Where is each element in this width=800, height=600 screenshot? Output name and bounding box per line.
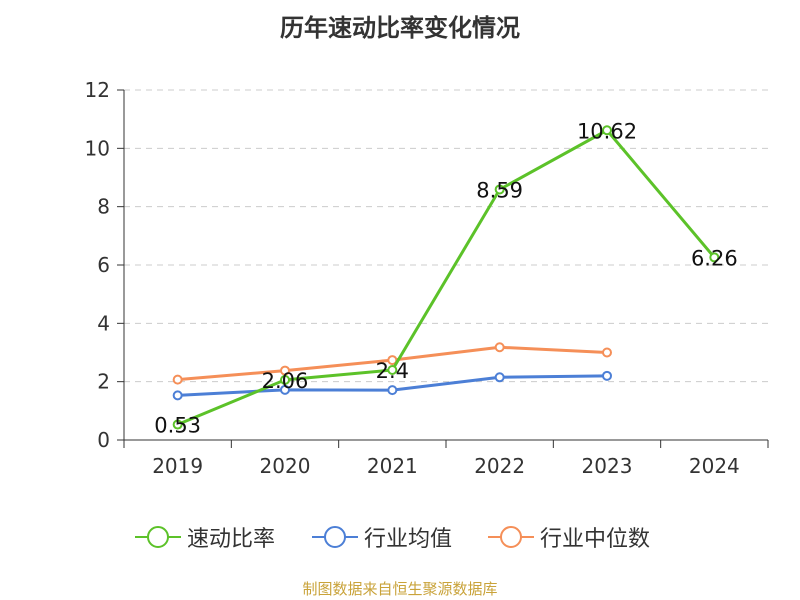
data-label: 0.53 <box>154 414 201 438</box>
x-tick-label: 2024 <box>689 454 740 478</box>
data-point <box>172 374 183 385</box>
data-point <box>387 355 398 366</box>
legend-marker-quick-ratio <box>135 526 181 548</box>
legend-item-industry-median[interactable]: 行业中位数 <box>486 520 650 554</box>
data-point <box>387 385 398 396</box>
data-label: 2.4 <box>376 359 409 383</box>
data-point <box>387 365 398 375</box>
data-point <box>494 184 505 195</box>
data-point <box>494 372 505 383</box>
y-tick-label: 8 <box>97 195 110 219</box>
legend: 速动比率 行业均值 行业中位数 <box>0 520 800 554</box>
y-tick-label: 6 <box>97 253 110 277</box>
y-tick-label: 2 <box>97 370 110 394</box>
data-point <box>709 252 720 263</box>
data-point <box>280 374 290 385</box>
data-label: 10.62 <box>577 119 637 143</box>
data-point <box>172 390 183 401</box>
data-label: 6.26 <box>691 246 738 270</box>
data-point <box>494 342 505 353</box>
data-point <box>280 365 290 376</box>
y-tick-label: 12 <box>85 78 110 102</box>
chart-title: 历年速动比率变化情况 <box>280 14 520 42</box>
x-tick-label: 2020 <box>260 454 311 478</box>
x-tick-label: 2022 <box>474 454 525 478</box>
x-tick-label: 2019 <box>152 454 203 478</box>
data-label: 2.06 <box>262 369 309 393</box>
series-line <box>177 128 716 426</box>
legend-item-quick-ratio[interactable]: 速动比率 <box>133 520 275 554</box>
legend-item-industry-mean[interactable]: 行业均值 <box>310 520 452 554</box>
source-note: 制图数据来自恒生聚源数据库 <box>302 580 498 598</box>
y-tick-label: 4 <box>97 311 110 335</box>
data-label: 8.59 <box>476 178 523 202</box>
data-point <box>602 347 612 358</box>
data-point <box>602 125 612 136</box>
legend-label-industry-mean: 行业均值 <box>364 527 453 552</box>
data-point <box>280 384 290 395</box>
legend-marker-industry-mean <box>312 526 358 548</box>
data-point <box>602 370 612 381</box>
y-tick-label: 0 <box>97 428 110 452</box>
x-tick-label: 2021 <box>367 454 418 478</box>
data-point <box>172 419 183 430</box>
x-tick-label: 2023 <box>582 454 633 478</box>
legend-label-industry-median: 行业中位数 <box>540 527 651 552</box>
y-tick-label: 10 <box>85 136 110 160</box>
legend-marker-industry-median <box>488 526 534 548</box>
legend-label-quick-ratio: 速动比率 <box>187 527 276 552</box>
